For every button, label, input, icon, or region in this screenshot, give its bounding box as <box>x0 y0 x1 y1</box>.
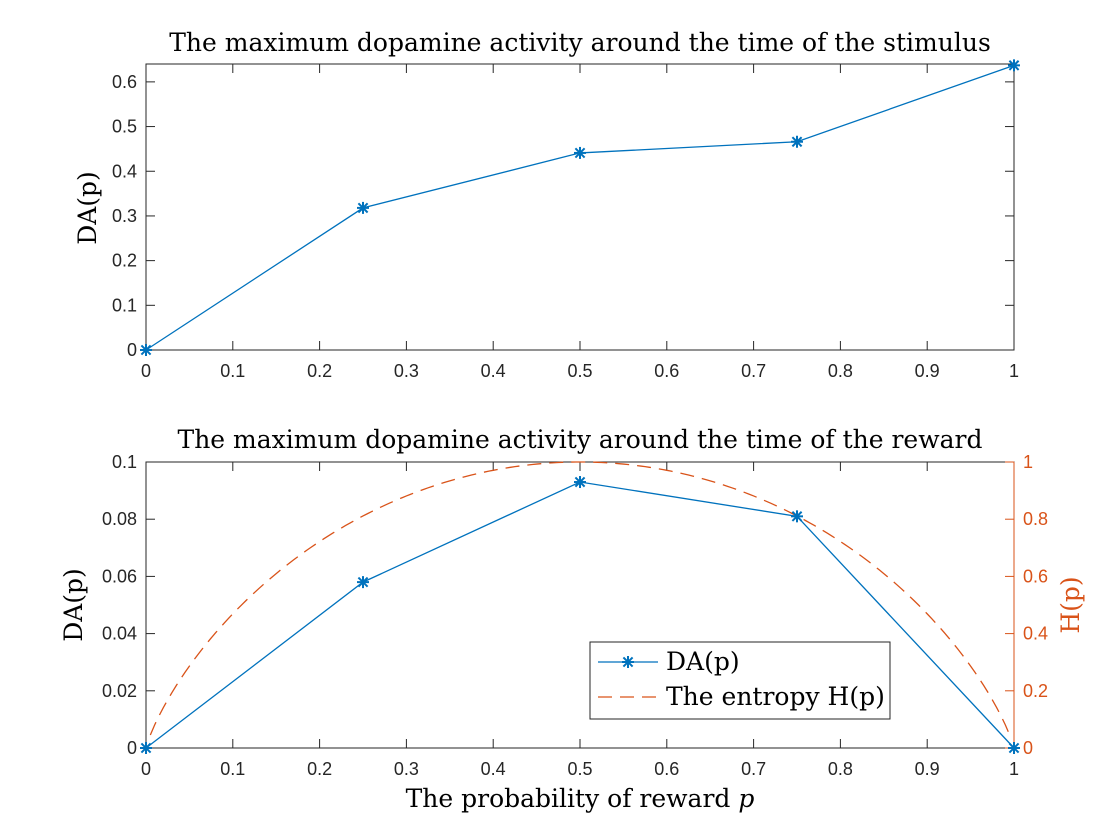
reward-right-y-tick-label: 0.8 <box>1023 509 1048 529</box>
reward-right-y-tick-label: 0.2 <box>1023 681 1048 701</box>
stimulus-x-tick-label: 0.5 <box>567 361 592 381</box>
reward-x-axis-label: The probability of reward p <box>406 784 755 813</box>
da-reward-marker <box>140 742 152 754</box>
reward-y-tick-label: 0.08 <box>102 509 137 529</box>
reward-y-tick-label: 0.1 <box>112 452 137 472</box>
da-stimulus-marker <box>357 201 369 214</box>
reward-x-tick-label: 0.8 <box>828 759 853 779</box>
reward-y-tick-label: 0 <box>127 738 137 758</box>
stimulus-x-tick-label: 0 <box>141 361 151 381</box>
stimulus-y-tick-label: 0.6 <box>112 72 137 92</box>
stimulus-y-tick-label: 0.4 <box>112 161 137 181</box>
reward-chart-title: The maximum dopamine activity around the… <box>178 425 983 454</box>
stimulus-subplot: The maximum dopamine activity around the… <box>73 28 1020 381</box>
reward-x-tick-label: 0.1 <box>220 759 245 779</box>
da-stimulus-marker <box>1008 59 1020 72</box>
reward-y-axis-label-left: DA(p) <box>59 568 88 642</box>
reward-x-tick-label: 0.5 <box>567 759 592 779</box>
reward-x-tick-label: 0.2 <box>307 759 332 779</box>
stimulus-x-tick-label: 0.4 <box>481 361 506 381</box>
stimulus-x-tick-label: 0.6 <box>654 361 679 381</box>
reward-subplot: The maximum dopamine activity around the… <box>59 425 1085 813</box>
stimulus-x-tick-label: 0.2 <box>307 361 332 381</box>
da-stimulus-marker <box>574 146 586 159</box>
stimulus-axes-box <box>145 63 1015 351</box>
reward-right-y-tick-label: 0 <box>1023 738 1033 758</box>
stimulus-x-tick-label: 0.9 <box>915 361 940 381</box>
reward-x-tick-label: 0.3 <box>394 759 419 779</box>
reward-x-tick-label: 0 <box>141 759 151 779</box>
stimulus-y-tick-label: 0 <box>127 340 137 360</box>
da-reward-marker <box>357 576 369 589</box>
legend: DA(p) The entropy H(p) <box>589 641 891 720</box>
stimulus-x-tick-label: 0.3 <box>394 361 419 381</box>
reward-y-tick-label: 0.04 <box>102 624 137 644</box>
stimulus-y-tick-label: 0.3 <box>112 206 137 226</box>
stimulus-x-tick-label: 0.8 <box>828 361 853 381</box>
da-stimulus-marker <box>791 135 803 148</box>
reward-y-tick-label: 0.02 <box>102 681 137 701</box>
reward-y-axis-label-right: H(p) <box>1056 576 1085 633</box>
reward-x-tick-label: 0.6 <box>654 759 679 779</box>
x-axis-label-variable: p <box>738 784 754 813</box>
da-stimulus-line <box>145 64 1015 351</box>
reward-x-tick-label: 0.4 <box>481 759 506 779</box>
stimulus-y-axis-label: DA(p) <box>73 171 102 245</box>
legend-da-marker <box>622 656 634 668</box>
da-reward-marker <box>1008 742 1020 754</box>
reward-x-tick-label: 0.7 <box>741 759 766 779</box>
stimulus-x-tick-label: 0.7 <box>741 361 766 381</box>
da-reward-marker <box>791 510 803 523</box>
reward-x-tick-label: 0.9 <box>915 759 940 779</box>
legend-box <box>589 641 891 720</box>
entropy-curve <box>149 461 1011 736</box>
x-axis-label-text: The probability of reward <box>406 784 739 813</box>
stimulus-y-tick-label: 0.5 <box>112 117 137 137</box>
reward-right-y-tick-label: 0.4 <box>1023 624 1048 644</box>
da-reward-marker <box>574 476 586 489</box>
da-stimulus-marker <box>140 344 152 356</box>
legend-entropy-label: The entropy H(p) <box>666 682 885 711</box>
stimulus-chart-title: The maximum dopamine activity around the… <box>169 28 991 57</box>
reward-y-tick-label: 0.06 <box>102 566 137 586</box>
stimulus-y-tick-label: 0.2 <box>112 251 137 271</box>
stimulus-y-tick-label: 0.1 <box>112 295 137 315</box>
reward-right-y-tick-label: 0.6 <box>1023 566 1048 586</box>
reward-x-tick-label: 1 <box>1009 759 1019 779</box>
stimulus-x-tick-label: 1 <box>1009 361 1019 381</box>
stimulus-x-tick-label: 0.1 <box>220 361 245 381</box>
legend-da-label: DA(p) <box>666 647 740 676</box>
reward-right-y-tick-label: 1 <box>1023 452 1033 472</box>
